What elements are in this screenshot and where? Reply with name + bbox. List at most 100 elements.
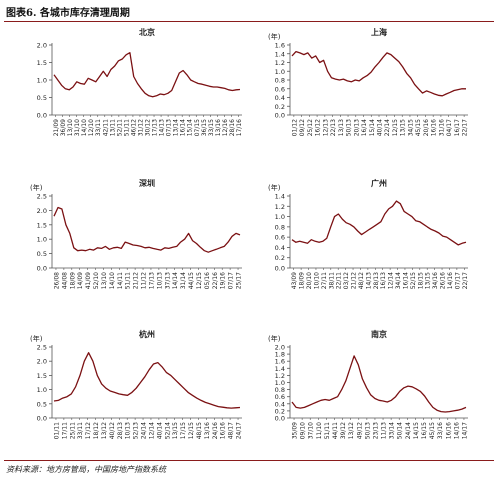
- x-tick-label: 48/15: [196, 422, 203, 439]
- x-tick-label: 16/17: [454, 119, 461, 136]
- x-tick-label: 22/14: [384, 119, 391, 136]
- x-tick-label: 51/11: [125, 272, 132, 289]
- x-tick-label: 25/11: [69, 422, 76, 439]
- x-tick-label: 14/14: [172, 272, 179, 289]
- x-tick-label: 44/08: [61, 272, 68, 289]
- x-tick-label: 33/14: [389, 422, 396, 439]
- x-tick-label: 31/14: [180, 272, 187, 289]
- x-tick-label: 28/13: [373, 272, 380, 289]
- y-tick-label: 0.8: [275, 77, 285, 85]
- x-tick-label: 22/11: [336, 272, 343, 289]
- x-tick-label: 07/15: [194, 119, 201, 136]
- x-tick-label: 18/09: [69, 272, 76, 289]
- x-tick-label: 09/10: [300, 422, 307, 439]
- x-tick-label: 25/12: [307, 119, 314, 136]
- y-tick-label: 1.0: [37, 236, 47, 244]
- y-tick-label: 0.8: [275, 386, 285, 394]
- x-tick-label: 51/11: [123, 119, 130, 136]
- series-line: [291, 355, 467, 413]
- x-tick-label: 17/13: [152, 119, 159, 136]
- x-tick-label: 13/11: [109, 119, 116, 136]
- x-tick-label: 13/15: [400, 119, 407, 136]
- x-tick-label: 17/13: [148, 272, 155, 289]
- y-tick-label: 1.0: [37, 386, 47, 394]
- y-tick-label: 0.2: [275, 407, 285, 415]
- x-tick-label: 50/13: [346, 119, 353, 136]
- y-tick-label: 0.6: [275, 234, 285, 242]
- x-tick-label: 26/08: [53, 272, 60, 289]
- chart-title: 深圳: [139, 178, 155, 188]
- x-tick-label: 15/14: [369, 119, 376, 136]
- y-tick-label: 1.4: [275, 365, 285, 373]
- x-tick-label: 20/16: [423, 119, 430, 136]
- x-tick-label: 38/11: [328, 272, 335, 289]
- y-tick-label: 1.5: [37, 372, 47, 380]
- x-tick-label: 50/13: [364, 422, 371, 439]
- x-tick-label: 09/12: [299, 119, 306, 136]
- x-tick-label: 36/09: [60, 119, 67, 136]
- x-tick-label: 19/16: [220, 272, 227, 289]
- y-tick-label: 1.2: [275, 203, 285, 211]
- y-tick-label: 0.0: [275, 112, 285, 120]
- x-tick-label: 27/11: [321, 272, 328, 289]
- y-tick-label: 0.8: [275, 223, 285, 231]
- y-tick-label: 1.0: [275, 379, 285, 387]
- x-tick-label: 48/17: [228, 422, 235, 439]
- chart-title: 北京: [139, 27, 155, 37]
- x-tick-label: 52/10: [93, 272, 100, 289]
- y-tick-label: 0.0: [275, 265, 285, 273]
- y-tick-label: 2.0: [37, 207, 47, 215]
- x-tick-label: 18/15: [417, 272, 424, 289]
- x-tick-label: 07/17: [454, 272, 461, 289]
- y-tick-label: 2.5: [37, 193, 47, 201]
- y-tick-label: 0.2: [275, 254, 285, 262]
- x-tick-label: 14/16: [447, 272, 454, 289]
- y-tick-label: 0.5: [37, 250, 47, 258]
- x-tick-label: 33/16: [437, 422, 444, 439]
- x-tick-label: 10/13: [125, 422, 132, 439]
- series-line: [291, 50, 466, 97]
- x-tick-label: 21/09: [53, 119, 60, 136]
- chart-title: 上海: [371, 27, 387, 37]
- x-tick-label: 03/12: [343, 272, 350, 289]
- x-tick-label: 35/09: [292, 422, 299, 439]
- x-tick-label: 13/12: [101, 422, 108, 439]
- city-chart-3: 广州(年)0.00.20.40.60.81.01.21.443/09 18/09 2…: [268, 178, 469, 289]
- x-tick-label: 17/15: [180, 422, 187, 439]
- x-tick-label: 14/09: [77, 272, 84, 289]
- x-tick-label: 33/11: [95, 119, 102, 136]
- x-tick-label: 07/13: [166, 119, 173, 136]
- x-tick-label: 16/12: [315, 119, 322, 136]
- x-tick-label: 31/12: [137, 119, 144, 136]
- x-tick-label: 33/11: [77, 422, 84, 439]
- series-line: [53, 52, 241, 98]
- x-tick-label: 24/17: [236, 422, 243, 439]
- x-tick-label: 14/13: [159, 119, 166, 136]
- x-tick-label: 13/12: [348, 422, 355, 439]
- x-tick-label: 52/13: [133, 422, 140, 439]
- x-tick-label: 12/14: [148, 422, 155, 439]
- x-tick-label: 52/14: [164, 422, 171, 439]
- unit-label: (年): [268, 183, 281, 192]
- x-tick-label: 24/14: [141, 422, 148, 439]
- source-rule: [4, 460, 494, 461]
- y-tick-label: 1.2: [275, 59, 285, 67]
- y-tick-label: 1.5: [37, 59, 47, 67]
- x-tick-label: 45/15: [429, 422, 436, 439]
- x-tick-label: 04/17: [446, 119, 453, 136]
- city-chart-2: 深圳(年)0.00.51.01.52.02.526/08 44/08 18/09 14…: [30, 178, 243, 289]
- x-tick-label: 16/16: [445, 422, 452, 439]
- x-tick-label: 31/10: [74, 119, 81, 136]
- x-tick-label: 48/12: [358, 272, 365, 289]
- chart-title: 杭州: [139, 329, 155, 339]
- city-chart-4: 杭州 (年) 0.0 0.5 1.0 1.5 2.0 2.5 01/11 17/11 25/11 33…: [30, 329, 243, 439]
- x-tick-label: 20/10: [306, 272, 313, 289]
- x-tick-label: 43/09: [291, 272, 298, 289]
- y-tick-label: 1.6: [275, 358, 285, 366]
- y-tick-label: 0.4: [275, 400, 285, 408]
- y-tick-label: 1.6: [275, 42, 285, 50]
- x-tick-label: 22/17: [462, 272, 469, 289]
- x-tick-label: 01/12: [291, 119, 298, 136]
- x-tick-label: 26/16: [440, 272, 447, 289]
- x-tick-label: 49/12: [356, 422, 363, 439]
